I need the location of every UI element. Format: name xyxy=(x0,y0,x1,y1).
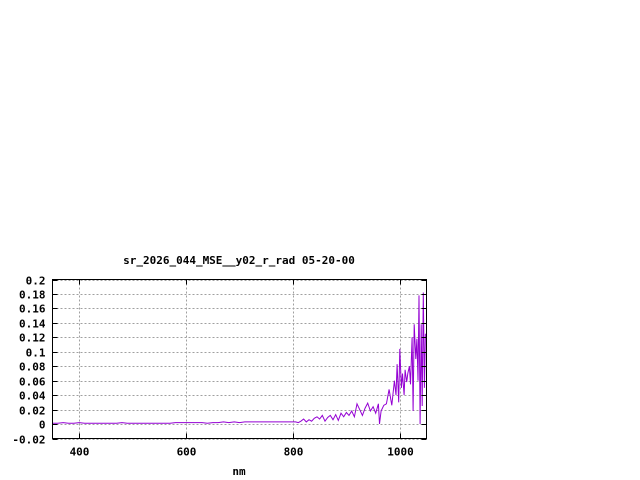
y-tick-label: 0 xyxy=(39,419,46,432)
y-tick-label: 0.2 xyxy=(26,275,46,288)
x-tick-label: 800 xyxy=(284,446,304,459)
x-tick-label: 1000 xyxy=(387,446,414,459)
y-tick-label: 0.08 xyxy=(19,361,46,374)
y-tick-label: 0.04 xyxy=(19,390,46,403)
x-axis-label: nm xyxy=(232,465,246,478)
grid xyxy=(52,279,427,440)
plot-frame xyxy=(52,279,427,439)
chart-title: sr_2026_044_MSE__y02_r_rad 05-20-00 xyxy=(123,254,355,267)
x-tick-label: 400 xyxy=(70,446,90,459)
series-layer xyxy=(52,292,426,425)
y-tick-label: 0.14 xyxy=(19,318,46,331)
y-tick-label: 0.1 xyxy=(26,347,46,360)
y-tick-label: 0.06 xyxy=(19,376,46,389)
y-tick-label: 0.16 xyxy=(19,303,46,316)
ticks: 400 600 800 1000 -0.02 00.02 0.040.06 0.080.1 0.… xyxy=(12,275,427,459)
y-tick-label: 0.12 xyxy=(19,332,46,345)
y-tick-label: 0.18 xyxy=(19,289,46,302)
y-tick-label: -0.02 xyxy=(12,434,45,447)
y-tick-label: 0.02 xyxy=(19,405,46,418)
series-line-0 xyxy=(52,292,426,425)
x-tick-label: 600 xyxy=(177,446,197,459)
